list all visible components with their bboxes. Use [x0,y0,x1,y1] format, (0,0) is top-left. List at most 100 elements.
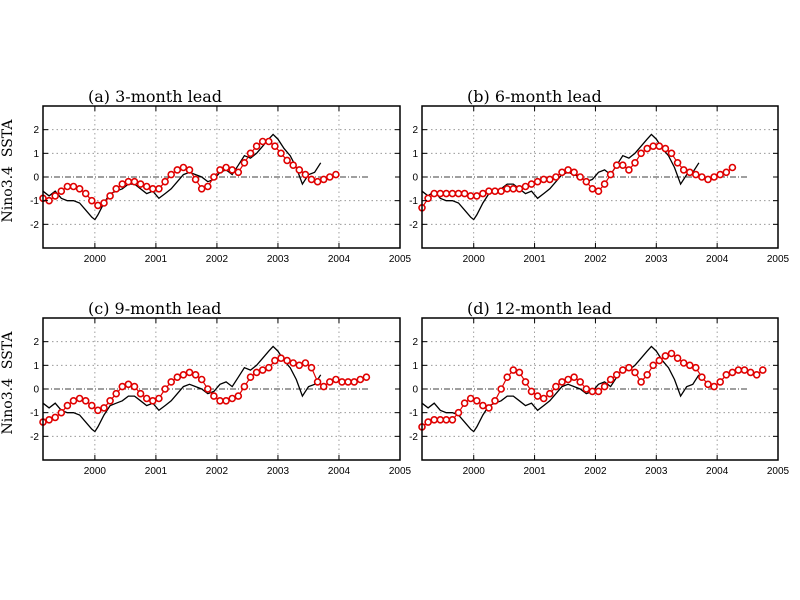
forecast-point [485,404,493,412]
forecast-point [75,185,84,193]
y-tick-label: -1 [30,408,39,419]
forecast-point [503,185,512,193]
forecast-point [491,396,499,405]
forecast-point [685,361,694,370]
forecast-point [424,194,432,203]
forecast-point [319,175,328,184]
forecast-point [338,378,346,386]
forecast-point [515,368,524,377]
observed-line [42,133,322,221]
forecast-point [442,189,451,198]
x-tick-label: 2005 [389,466,412,477]
forecast-point [570,168,578,177]
forecast-point [264,363,273,372]
forecast-point [301,170,310,179]
chart-panel-3: -2 -1 0 1 2 2000 2001 2002 2003 2004 2005 (c) 9-mon… [0,299,412,477]
forecast-point [612,370,621,379]
forecast-point [442,415,451,424]
forecast-point [173,373,182,382]
forecast-point [124,380,133,389]
forecast-point [552,173,560,181]
forecast-point [679,166,688,174]
forecast-point [69,182,78,191]
forecast-point [362,373,371,382]
x-tick-label: 2003 [645,466,668,477]
forecast-point [222,163,230,172]
forecast-point [106,396,114,405]
forecast-point [167,378,175,386]
forecast-point [637,378,645,386]
forecast-point [466,394,475,403]
forecast-point [667,349,676,358]
forecast-point [94,406,102,415]
forecast-point [112,185,120,193]
forecast-point [691,170,700,179]
forecast-point [588,387,597,396]
y-tick-label: -2 [30,432,39,443]
forecast-point [685,168,694,177]
forecast-point [283,356,291,365]
forecast-point [460,189,469,198]
forecast-point [332,170,340,179]
panel-title: (d) 12-month lead [467,299,612,318]
forecast-point [515,185,524,193]
forecast-point [240,159,249,167]
forecast-point [497,187,505,195]
forecast-point [118,180,127,188]
forecast-point [258,137,267,146]
forecast-point [167,170,175,179]
forecast-point [655,356,664,365]
forecast-point [313,177,322,186]
forecast-point [698,173,706,181]
forecast-point [45,415,53,424]
forecast-point [252,142,261,150]
forecast-point [57,408,66,417]
forecast-point [228,394,236,403]
forecast-point [155,394,163,403]
forecast-point [545,175,554,184]
y-tick-label: 0 [33,385,39,396]
forecast-point [173,166,182,174]
forecast-point [142,394,151,403]
panel-title: (a) 3-month lead [88,87,222,106]
forecast-point [319,382,328,391]
forecast-point [533,392,542,400]
forecast-point [564,166,572,174]
forecast-point [722,370,731,379]
forecast-point [222,396,230,405]
forecast-point [655,142,664,150]
forecast-point [533,177,542,186]
forecast-point [204,182,212,191]
x-tick-label: 2001 [523,466,546,477]
forecast-point [472,192,481,200]
forecast-point [466,192,475,200]
forecast-point [216,396,224,405]
chart-panel-2: -2 -1 0 1 2 2000 2001 2002 2003 2004 2005 (b) 6-mon… [409,87,789,265]
forecast-point [673,354,682,363]
forecast-point [191,175,200,184]
forecast-point [454,189,463,198]
forecast-point [350,378,359,386]
forecast-point [81,396,90,405]
forecast-point [161,177,169,186]
forecast-point [643,144,652,153]
x-tick-label: 2000 [84,254,107,265]
forecast-point [710,173,718,181]
forecast-point [100,199,108,207]
forecast-point [649,361,658,370]
forecast-point [258,366,267,374]
y-tick-label: 2 [33,125,39,136]
forecast-point [521,182,530,191]
forecast-point [246,149,255,158]
forecast-point [234,392,243,400]
y-tick-label: 0 [33,173,39,184]
forecast-point [479,401,487,410]
forecast-point [582,385,591,393]
x-tick-label: 2003 [267,254,290,265]
forecast-point [728,368,737,377]
forecast-point [100,404,108,412]
forecast-point [289,161,298,169]
forecast-point [204,385,212,393]
forecast-point [527,180,536,188]
y-tick-label: 2 [412,125,418,136]
